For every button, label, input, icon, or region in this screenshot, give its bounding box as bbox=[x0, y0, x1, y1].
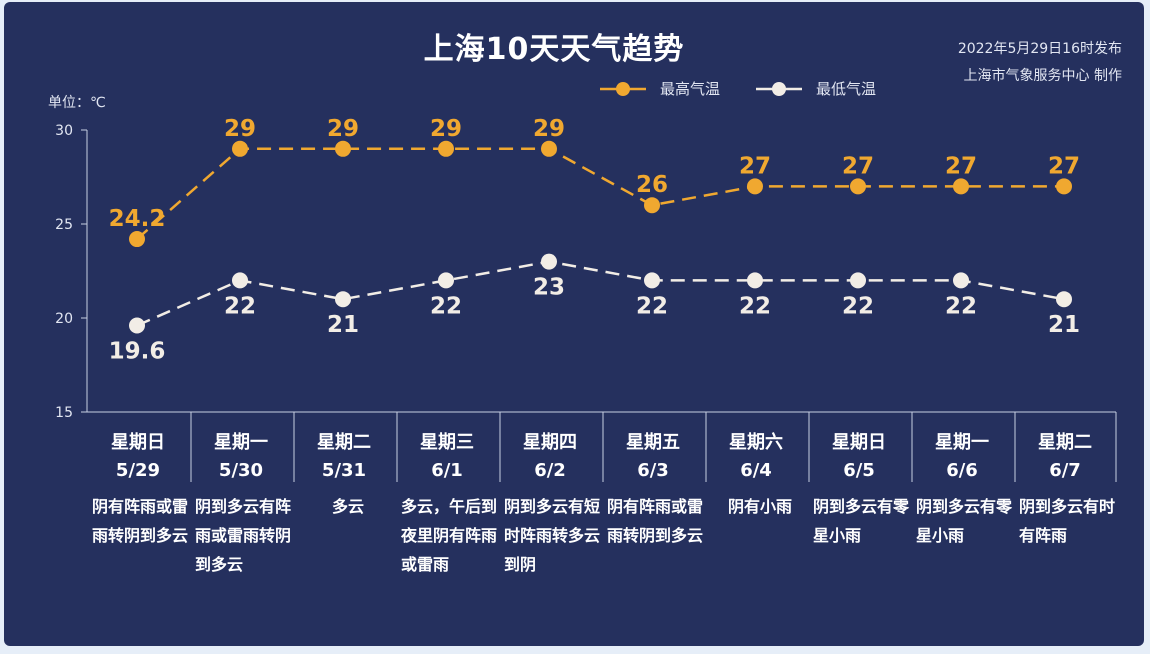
date-label: 6/3 bbox=[637, 460, 669, 481]
date-label: 5/30 bbox=[218, 460, 264, 481]
high-temp-point bbox=[232, 140, 248, 157]
weekday-label: 星期三 bbox=[420, 432, 474, 453]
day-header: 星期一 5/30 bbox=[190, 412, 292, 481]
high-temp-point bbox=[438, 140, 454, 157]
weekday-label: 星期日 bbox=[832, 432, 886, 453]
day-header: 星期日 6/5 bbox=[808, 412, 910, 481]
low-temp-label: 22 bbox=[224, 293, 256, 319]
high-temp-label: 29 bbox=[327, 116, 359, 142]
day-header: 星期一 6/6 bbox=[911, 412, 1013, 481]
weather-description: 阴到多云有零星小雨 bbox=[813, 497, 910, 545]
high-temp-label: 29 bbox=[224, 116, 256, 142]
day-header: 星期四 6/2 bbox=[499, 412, 601, 481]
low-temp-label: 22 bbox=[842, 293, 874, 319]
day-header: 星期日 5/29 bbox=[87, 412, 189, 481]
legend-low: 最低气温 bbox=[756, 78, 876, 99]
low-temp-point bbox=[1056, 291, 1072, 308]
legend-high: 最高气温 bbox=[600, 78, 720, 99]
low-temp-point bbox=[438, 272, 454, 289]
chart-title: 上海10天天气趋势 bbox=[423, 32, 685, 67]
low-temp-label: 21 bbox=[327, 312, 359, 338]
weather-description: 阴有阵雨或雷雨转阴到多云 bbox=[607, 497, 704, 545]
date-label: 6/7 bbox=[1049, 460, 1081, 481]
low-temp-label: 22 bbox=[739, 293, 771, 319]
high-temp-point bbox=[335, 140, 351, 157]
weekday-label: 星期四 bbox=[523, 432, 577, 453]
legend-low-marker-icon bbox=[756, 81, 802, 96]
low-temp-label: 21 bbox=[1048, 312, 1080, 338]
weather-description: 多云 bbox=[331, 497, 364, 516]
low-temp-point bbox=[129, 317, 145, 334]
high-temp-label: 24.2 bbox=[109, 206, 166, 232]
high-temp-line bbox=[136, 147, 1064, 240]
date-label: 5/31 bbox=[321, 460, 367, 481]
y-tick-label: 25 bbox=[55, 217, 73, 233]
weather-description: 阴有小雨 bbox=[727, 497, 792, 516]
day-header: 星期二 5/31 bbox=[293, 412, 395, 481]
high-temp-label: 26 bbox=[636, 172, 668, 198]
low-temp-point bbox=[747, 272, 763, 289]
high-temp-label: 27 bbox=[945, 153, 977, 179]
legend-high-marker-icon bbox=[600, 81, 646, 96]
date-label: 5/29 bbox=[115, 460, 161, 481]
low-temp-label: 23 bbox=[533, 275, 565, 301]
date-label: 6/6 bbox=[946, 460, 978, 481]
weekday-label: 星期一 bbox=[214, 432, 268, 453]
y-tick-label: 15 bbox=[55, 405, 73, 421]
weather-description: 阴有阵雨或雷雨转阴到多云 bbox=[92, 497, 189, 545]
weather-description: 阴到多云有时有阵雨 bbox=[1019, 497, 1116, 545]
y-tick-label: 20 bbox=[55, 311, 73, 327]
issue-time: 2022年5月29日16时发布 bbox=[957, 41, 1122, 57]
weekday-label: 星期二 bbox=[1038, 432, 1092, 453]
weekday-label: 星期五 bbox=[626, 432, 680, 453]
day-header: 星期六 6/4 bbox=[705, 412, 807, 481]
day-header: 星期三 6/1 bbox=[396, 412, 498, 481]
low-temp-line bbox=[136, 260, 1065, 327]
day-header: 星期五 6/3 bbox=[602, 412, 704, 481]
low-temp-point bbox=[850, 272, 866, 289]
high-temp-label: 27 bbox=[842, 153, 874, 179]
low-temp-label: 22 bbox=[430, 293, 462, 319]
low-temp-label: 22 bbox=[945, 293, 977, 319]
date-label: 6/1 bbox=[431, 460, 463, 481]
low-temp-point bbox=[644, 272, 660, 289]
low-temp-label: 19.6 bbox=[109, 339, 166, 365]
temperature-chart: 15 20 25 30 24.2 29 29 29 29 26 27 27 27 27 19.6 22 21 22… bbox=[55, 116, 1117, 482]
weekday-label: 星期一 bbox=[935, 432, 989, 453]
legend-high-label: 最高气温 bbox=[660, 80, 721, 98]
weekday-label: 星期二 bbox=[317, 432, 371, 453]
high-temp-label: 29 bbox=[533, 116, 565, 142]
low-temp-point bbox=[232, 272, 248, 289]
low-temp-label: 22 bbox=[636, 293, 668, 319]
low-temp-point bbox=[953, 272, 969, 289]
high-temp-point bbox=[850, 178, 866, 195]
high-temp-point bbox=[541, 140, 557, 157]
date-label: 6/5 bbox=[843, 460, 875, 481]
high-temp-label: 27 bbox=[1048, 153, 1080, 179]
high-temp-point bbox=[747, 178, 763, 195]
low-temp-point bbox=[541, 253, 557, 270]
high-temp-point bbox=[1056, 178, 1072, 195]
low-temp-point bbox=[335, 291, 351, 308]
high-temp-label: 27 bbox=[739, 153, 771, 179]
high-temp-point bbox=[953, 178, 969, 195]
legend-low-label: 最低气温 bbox=[816, 80, 877, 98]
date-label: 6/2 bbox=[534, 460, 566, 481]
weather-description: 阴到多云有短时阵雨转多云到阴 bbox=[504, 497, 601, 574]
unit-label: 单位：℃ bbox=[48, 95, 106, 111]
weather-description: 多云，午后到夜里阴有阵雨或雷雨 bbox=[401, 497, 498, 574]
high-temp-point bbox=[129, 231, 145, 248]
weekday-label: 星期日 bbox=[111, 432, 165, 453]
y-tick-label: 30 bbox=[55, 123, 73, 139]
day-header: 星期二 6/7 bbox=[1014, 412, 1116, 481]
high-temp-point bbox=[644, 197, 660, 214]
high-temp-label: 29 bbox=[430, 116, 462, 142]
date-label: 6/4 bbox=[740, 460, 772, 481]
producer-credit: 上海市气象服务中心 制作 bbox=[963, 68, 1122, 84]
weekday-label: 星期六 bbox=[729, 432, 783, 453]
weather-description: 阴到多云有阵雨或雷雨转阴到多云 bbox=[195, 497, 292, 574]
chart-panel: 上海10天天气趋势 2022年5月29日16时发布 上海市气象服务中心 制作 单… bbox=[4, 2, 1144, 646]
weather-description: 阴到多云有零星小雨 bbox=[916, 497, 1013, 545]
